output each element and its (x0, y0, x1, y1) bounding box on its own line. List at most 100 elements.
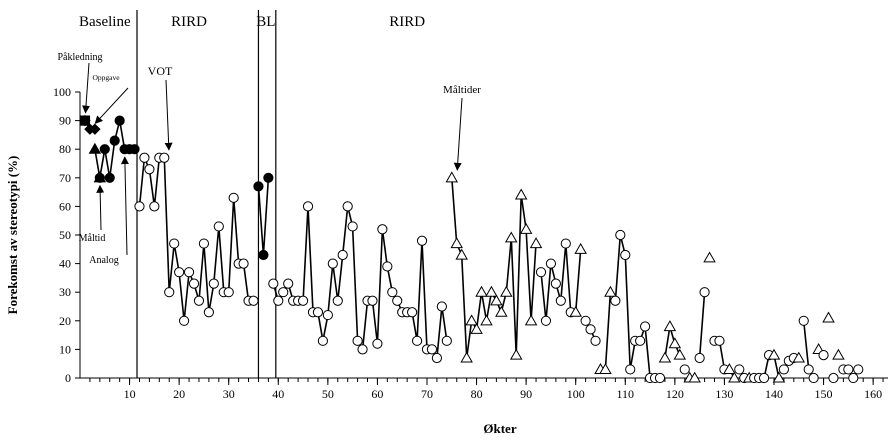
data-point-circle (694, 352, 705, 364)
data-point-circle (164, 287, 175, 298)
data-point-circle (555, 295, 566, 306)
x-tick-label: 120 (666, 387, 684, 401)
markers-layer (79, 114, 864, 384)
data-point-triangle (495, 305, 508, 317)
series-line (138, 154, 254, 321)
data-point-circle (560, 238, 571, 249)
x-axis-label: Økter (483, 421, 516, 436)
phase-label: BL (256, 14, 275, 30)
data-point-triangle (658, 351, 672, 363)
data-point-circle (347, 221, 358, 232)
data-point-circle (654, 372, 666, 384)
data-point-circle (139, 152, 150, 163)
annotation-arrow (94, 87, 129, 125)
y-tick-label: 30 (59, 285, 71, 299)
annotation-arrow (96, 184, 105, 231)
data-point-circle (144, 164, 155, 175)
data-point-circle (302, 201, 314, 212)
data-point-triangle (455, 248, 468, 260)
y-tick-label: 100 (53, 85, 71, 99)
data-point-diamond (79, 114, 91, 127)
series-line (451, 177, 537, 359)
data-point-circle (640, 321, 651, 332)
data-point-triangle (728, 371, 741, 383)
data-point-triangle (792, 351, 806, 363)
data-point-circle (372, 338, 383, 349)
series-line (272, 206, 448, 361)
phase-layer: Baseline RIRD BL RIRD (79, 10, 425, 378)
data-point-circle (758, 372, 770, 384)
data-point-circle (169, 238, 180, 249)
axes-layer: 0 10 20 30 40 50 60 70 80 90 100 10 20 30 40 50 60 70 80 90… (53, 85, 888, 401)
data-point-circle (174, 267, 185, 278)
data-point-circle (377, 224, 388, 235)
x-tick-label: 110 (616, 387, 634, 401)
data-point-triangle (574, 242, 587, 254)
x-tick-label: 90 (520, 387, 532, 401)
data-point-circle (699, 287, 710, 298)
data-point-triangle (524, 314, 538, 326)
data-point-triangle (514, 188, 528, 200)
data-point-circle (540, 315, 552, 326)
data-point-circle (590, 335, 601, 346)
data-point-circle (278, 287, 289, 298)
data-point-circle (198, 238, 210, 249)
data-point-circle (615, 229, 626, 241)
x-tick-label: 100 (567, 387, 585, 401)
data-point-circle (109, 135, 120, 146)
data-point-circle (714, 335, 725, 346)
data-point-circle (317, 335, 328, 346)
data-point-circle (441, 335, 452, 346)
data-point-circle (223, 287, 234, 298)
data-point-circle (416, 235, 428, 246)
annotation-label: Måltider (443, 84, 481, 96)
data-point-triangle (465, 314, 478, 326)
data-point-triangle (673, 348, 687, 360)
annotation-arrow (164, 79, 173, 151)
data-point-circle (337, 249, 348, 261)
phase-label: RIRD (389, 14, 425, 30)
data-point-circle (312, 307, 324, 318)
data-point-circle (818, 350, 829, 361)
y-tick-label: 90 (59, 114, 71, 128)
data-point-circle (322, 309, 333, 321)
x-tick-label: 10 (124, 387, 136, 401)
y-tick-label: 50 (59, 228, 71, 242)
data-point-circle (625, 364, 636, 375)
y-axis-label: Forekomst av stereotypi (%) (5, 156, 20, 315)
data-point-circle (188, 278, 200, 289)
data-point-circle (203, 307, 214, 318)
data-point-triangle (88, 142, 102, 154)
data-point-circle (580, 315, 591, 326)
data-point-circle (332, 295, 343, 306)
data-point-circle (114, 115, 125, 126)
y-tick-label: 0 (65, 371, 71, 385)
data-point-triangle (723, 363, 736, 374)
x-tick-label: 150 (815, 387, 833, 401)
data-point-triangle (772, 371, 786, 383)
data-point-circle (94, 172, 105, 183)
y-tick-label: 80 (59, 142, 71, 156)
x-tick-label: 80 (471, 387, 483, 401)
x-tick-label: 70 (421, 387, 433, 401)
series-lines-layer (84, 120, 859, 380)
data-point-circle (610, 295, 621, 306)
x-tick-label: 50 (322, 387, 334, 401)
data-point-circle (99, 144, 110, 155)
data-point-triangle (475, 285, 488, 297)
data-point-circle (208, 278, 219, 289)
data-point-circle (392, 295, 403, 306)
data-point-circle (848, 372, 859, 384)
data-point-circle (585, 324, 596, 335)
data-point-circle (283, 278, 294, 289)
data-point-triangle (450, 237, 463, 249)
annotation-label: Påkledning (58, 52, 103, 63)
data-point-triangle (767, 348, 781, 360)
data-point-triangle (460, 351, 473, 363)
data-point-circle (193, 295, 205, 306)
data-point-circle (258, 249, 269, 261)
data-point-triangle (445, 171, 459, 183)
data-point-triangle (490, 294, 503, 306)
data-point-circle (411, 335, 423, 346)
